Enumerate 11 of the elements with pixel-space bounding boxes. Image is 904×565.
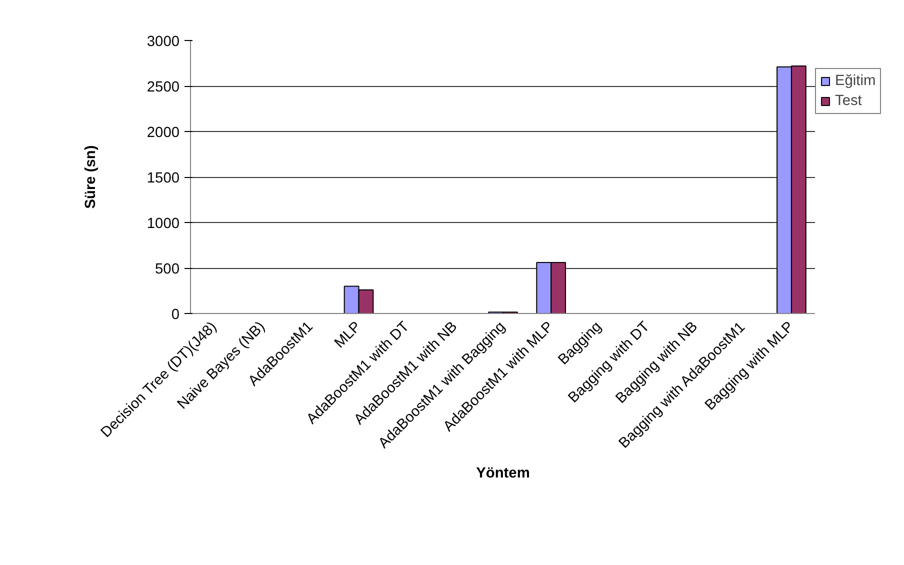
y-tick-label: 2500 [146, 80, 180, 96]
y-tick-label: 1500 [146, 170, 180, 186]
legend-label: Test [835, 93, 862, 109]
x-axis-title: Yöntem [476, 465, 530, 482]
y-tick-label: 1000 [146, 216, 180, 232]
y-tick-label: 2000 [146, 125, 180, 141]
y-axis-title: Süre (sn) [82, 145, 99, 209]
legend-label: Eğitim [835, 73, 876, 89]
y-tick-label: 0 [171, 307, 180, 323]
y-tick-label: 500 [155, 262, 180, 278]
y-tick-label: 3000 [146, 34, 180, 50]
